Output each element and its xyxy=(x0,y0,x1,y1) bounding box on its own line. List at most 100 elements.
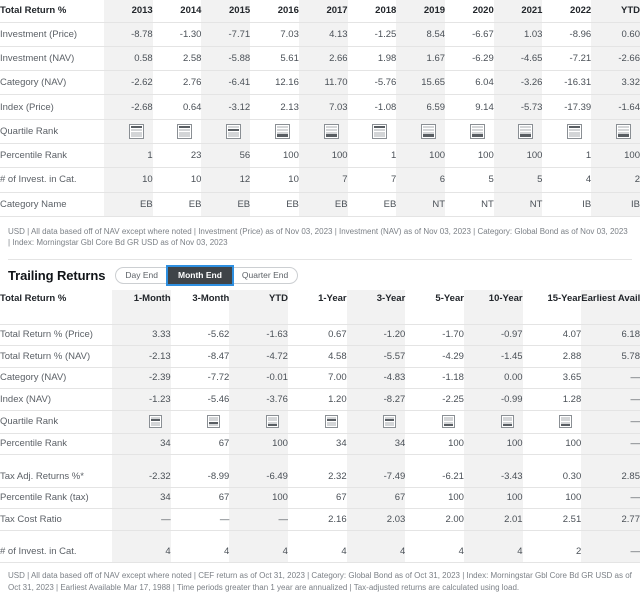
table-header-row: Total Return % 1-Month 3-Month YTD 1-Year 3-Y… xyxy=(0,290,640,325)
data-cell: 2.00 xyxy=(405,508,464,531)
data-cell: 100 xyxy=(405,433,464,456)
data-cell: 4 xyxy=(229,541,288,564)
data-cell: -0.97 xyxy=(463,324,523,347)
row-label: Investment (NAV) xyxy=(0,46,104,72)
data-cell: 34 xyxy=(287,433,347,456)
quartile-rank-icon xyxy=(559,415,573,429)
data-cell: 2.77 xyxy=(581,508,640,531)
data-cell: -3.43 xyxy=(463,465,523,488)
data-cell: — xyxy=(581,433,640,456)
data-cell: 4 xyxy=(170,541,230,564)
quartile-cell xyxy=(104,119,153,144)
data-cell: EB xyxy=(250,192,299,217)
data-cell: -7.71 xyxy=(201,22,251,47)
data-cell: — xyxy=(229,508,288,531)
quartile-rank-icon xyxy=(383,415,397,429)
data-cell: EB xyxy=(347,192,397,217)
quartile-rank-icon xyxy=(324,415,338,429)
data-cell: -0.99 xyxy=(463,388,523,411)
column-header: YTD xyxy=(229,290,288,325)
quartile-icon-wrap xyxy=(591,123,640,139)
data-cell: EB xyxy=(298,192,348,217)
quartile-rank-icon xyxy=(616,123,631,139)
quartile-rank-icon xyxy=(128,123,144,139)
data-cell: 11.70 xyxy=(298,70,348,96)
toggle-option-quarter-end[interactable]: Quarter End xyxy=(231,266,299,284)
data-cell: 1.20 xyxy=(287,388,347,411)
quartile-cell xyxy=(493,119,543,144)
data-cell: 100 xyxy=(298,143,348,169)
quartile-icon-wrap xyxy=(112,415,171,429)
quartile-cell xyxy=(229,410,288,434)
quartile-rank-icon xyxy=(518,123,534,139)
data-cell: -8.99 xyxy=(170,465,230,488)
data-cell: -0.01 xyxy=(229,367,288,390)
data-cell: 4 xyxy=(112,541,171,564)
data-cell: — xyxy=(581,367,640,390)
data-cell: -1.64 xyxy=(591,94,640,120)
data-cell: -6.29 xyxy=(445,46,494,72)
table-row: Tax Cost Ratio — — —2.16 2.03 2.00 2.01 2.51 2.7… xyxy=(0,508,640,531)
quartile-icon-wrap xyxy=(464,415,523,429)
data-cell: 10 xyxy=(152,167,202,193)
data-cell: 5 xyxy=(445,167,494,193)
row-label: Percentile Rank xyxy=(0,143,104,169)
data-cell: EB xyxy=(104,192,153,217)
data-cell: 100 xyxy=(463,487,523,510)
table-row: Total Return % (NAV) -2.13 -8.47 -4.72 4.58-… xyxy=(0,345,640,368)
data-cell: 5 xyxy=(493,167,543,193)
column-header: 2018 xyxy=(347,0,397,23)
data-cell: 2.32 xyxy=(287,465,347,488)
data-cell: -3.26 xyxy=(493,70,543,96)
quartile-cell xyxy=(347,119,397,144)
column-header: 2014 xyxy=(152,0,202,23)
data-cell: 6 xyxy=(396,167,446,193)
data-cell: 1 xyxy=(104,143,153,169)
data-cell: -6.49 xyxy=(229,465,288,488)
data-cell: 8.54 xyxy=(396,22,446,47)
quartile-cell xyxy=(201,119,251,144)
data-cell: -6.41 xyxy=(201,70,251,96)
toggle-option-day-end[interactable]: Day End xyxy=(115,266,168,284)
quartile-rank-icon xyxy=(469,123,485,139)
data-cell: 12.16 xyxy=(250,70,299,96)
data-cell: 2.13 xyxy=(250,94,299,120)
data-cell: — xyxy=(581,541,640,564)
quartile-cell xyxy=(298,119,348,144)
quartile-cell xyxy=(591,119,640,144)
data-cell: 7.03 xyxy=(250,22,299,47)
data-cell: -4.29 xyxy=(405,345,464,368)
table-row: Category (NAV) -2.62 2.76 -6.41 12.16 11.70 -5… xyxy=(0,70,640,96)
data-cell: -2.13 xyxy=(112,345,171,368)
data-cell: -2.68 xyxy=(104,94,153,120)
data-cell: 5.61 xyxy=(250,46,299,72)
data-cell: NT xyxy=(445,192,494,217)
quartile-icon-wrap xyxy=(299,123,348,139)
data-cell: -5.88 xyxy=(201,46,251,72)
data-cell: IB xyxy=(542,192,592,217)
column-header: YTD xyxy=(591,0,640,23)
data-cell: -1.45 xyxy=(463,345,523,368)
toggle-option-month-end[interactable]: Month End xyxy=(165,264,234,286)
data-cell: -5.62 xyxy=(170,324,230,347)
table-row: # of Invest. in Cat. 10 10 12 10 7 7 6 5 5 4 2 xyxy=(0,167,640,193)
data-cell: 1.98 xyxy=(347,46,397,72)
data-cell: 100 xyxy=(250,143,299,169)
data-cell: 1.28 xyxy=(522,388,582,411)
column-header: 1-Month xyxy=(112,290,171,325)
data-cell: IB xyxy=(591,192,640,217)
data-cell: 2.88 xyxy=(522,345,582,368)
data-cell: NT xyxy=(493,192,543,217)
period-end-toggle[interactable]: Day End Month End Quarter End xyxy=(115,264,299,286)
data-cell: NT xyxy=(396,192,446,217)
data-cell: — xyxy=(581,388,640,411)
quartile-rank-icon xyxy=(500,415,514,429)
annual-returns-table: Total Return % 2013 2014 2015 2016 2017 2018 20… xyxy=(0,0,640,217)
data-cell: 100 xyxy=(396,143,446,169)
data-cell: -7.72 xyxy=(170,367,230,390)
data-cell: 5.78 xyxy=(581,345,640,368)
row-label: Total Return % (NAV) xyxy=(0,345,112,368)
data-cell: 4 xyxy=(346,541,406,564)
trailing-returns-header: Trailing Returns Day End Month End Quarter… xyxy=(0,260,640,290)
data-cell: -6.67 xyxy=(445,22,494,47)
